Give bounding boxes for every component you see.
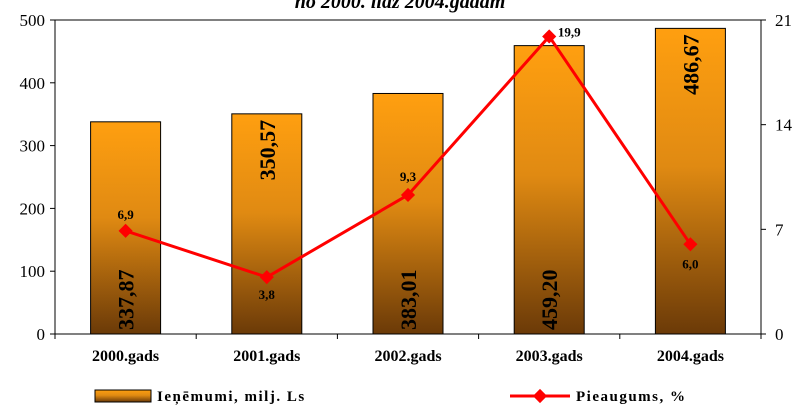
x-tick-label: 2004.gads (657, 348, 724, 365)
y-left-tick-label: 500 (20, 11, 46, 30)
chart-title: no 2000. līdz 2004.gadam (295, 0, 506, 13)
bar-2003.gads (513, 45, 585, 335)
bar-value-label: 486,67 (678, 34, 703, 95)
axes: 0 100 200 300 400 500 0 7 14 21 2000.gads 2001.gads… (20, 11, 793, 365)
y-right-tick-label: 21 (775, 11, 792, 30)
growth-point (683, 237, 698, 252)
bars (90, 27, 726, 335)
y-right-tick-label: 0 (775, 325, 784, 344)
bar-2001.gads (231, 113, 303, 335)
y-right-tick-label: 14 (775, 116, 793, 135)
growth-point (542, 29, 557, 44)
bar-value-label: 350,57 (255, 120, 280, 181)
bar-2004.gads (654, 27, 726, 335)
y-right-tick-label: 7 (775, 220, 784, 239)
growth-point-label: 9,3 (400, 169, 417, 184)
growth-point-label: 3,8 (259, 287, 276, 302)
x-tick-label: 2003.gads (516, 348, 583, 365)
growth-point-label: 19,9 (558, 24, 581, 39)
bar-value-label: 383,01 (396, 270, 421, 331)
bar-value-label: 337,87 (114, 270, 139, 331)
x-tick-label: 2000.gads (92, 348, 159, 365)
x-tick-label: 2002.gads (374, 348, 441, 365)
legend-line-marker (532, 388, 548, 404)
legend-bar-swatch (94, 389, 152, 403)
growth-point (259, 270, 274, 285)
growth-point-label: 6,0 (682, 256, 698, 271)
y-left-tick-label: 200 (20, 199, 46, 218)
x-tick-label: 2001.gads (233, 348, 300, 365)
growth-point-label: 6,9 (117, 207, 134, 222)
y-left-tick-label: 300 (20, 137, 46, 156)
bar-labels: 337,87 350,57 383,01 459,20 486,67 (114, 34, 704, 330)
legend-bar-label: Ieņēmumi, milj. Ls (157, 389, 306, 405)
legend: Ieņēmumi, milj. Ls Pieaugums, % (94, 388, 687, 405)
legend-line-label: Pieaugums, % (576, 389, 687, 405)
bar-value-label: 459,20 (537, 270, 562, 331)
y-left-tick-label: 0 (37, 325, 46, 344)
y-left-tick-label: 400 (20, 74, 46, 93)
bar-2002.gads (372, 92, 444, 335)
y-left-tick-label: 100 (20, 262, 46, 281)
growth-point (400, 187, 416, 203)
growth-line: 6,9 3,8 9,3 19,9 6,0 (117, 24, 698, 302)
